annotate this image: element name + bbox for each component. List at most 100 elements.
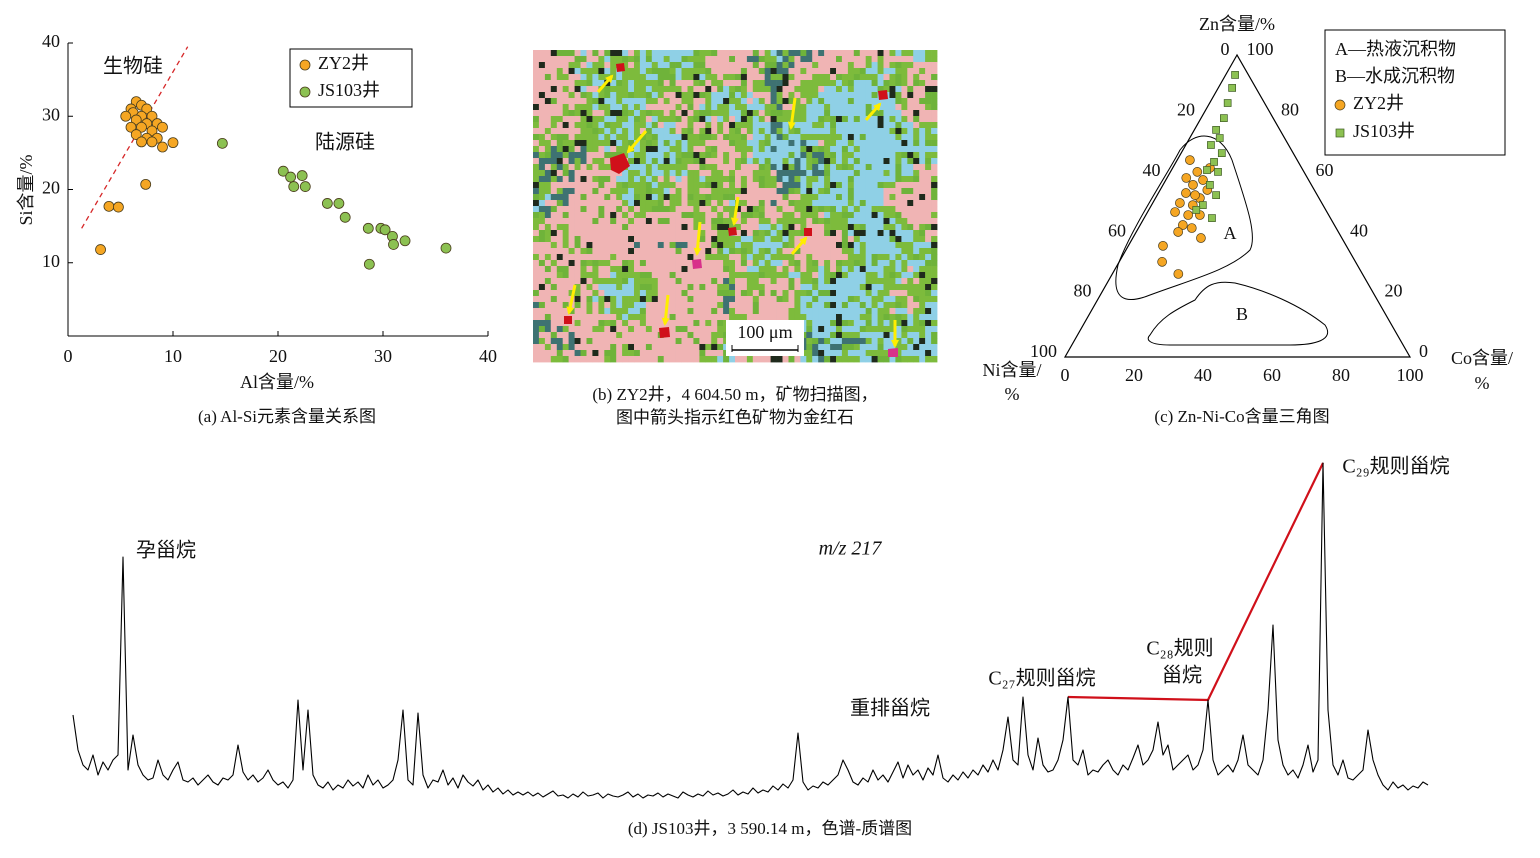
mineral-cell [859,188,867,195]
mineral-cell [538,224,546,231]
mineral-cell [550,152,558,159]
mineral-cell [830,236,837,243]
mineral-cell [847,296,855,303]
mineral-cell [550,314,558,321]
mineral-cell [907,338,914,345]
mineral-cell [562,230,569,237]
mineral-cell [705,308,712,315]
mineral-cell [853,170,861,177]
mineral-cell [681,260,688,267]
mineral-cell [550,116,558,123]
mineral-cell [592,266,599,273]
mineral-cell [681,212,688,219]
mineral-cell [723,86,730,93]
mineral-cell [538,122,546,129]
mineral-cell [592,86,599,93]
mineral-cell [586,134,593,141]
mineral-cell [693,338,700,345]
mineral-cell [651,176,659,183]
mineral-cell [628,302,635,309]
mineral-cell [634,278,641,285]
mineral-cell [651,350,659,357]
mineral-cell [622,176,629,183]
mineral-cell [836,236,843,243]
mineral-cell [847,266,855,273]
mineral-cell [645,74,653,81]
mineral-cell [538,230,546,237]
mineral-cell [693,284,700,291]
data-point [1223,99,1232,107]
mineral-cell [628,338,635,345]
mineral-cell [610,242,617,249]
mineral-cell [634,68,641,75]
mineral-cell [877,164,884,171]
mineral-cell [723,236,730,243]
mineral-cell [657,176,665,183]
mineral-cell [681,278,688,285]
mineral-cell [770,248,777,255]
mineral-cell [574,218,581,225]
mineral-cell [699,104,706,111]
mineral-cell [610,152,617,159]
mineral-cell [622,266,629,273]
mineral-cell [746,116,754,123]
mineral-cell [770,146,777,153]
mineral-cell [824,230,831,237]
mineral-cell [877,308,884,315]
mineral-cell [770,224,777,231]
mineral-cell [818,266,825,273]
mineral-cell [598,350,605,357]
mineral-cell [794,116,801,123]
mineral-cell [901,242,908,249]
mineral-cell [913,104,920,111]
mineral-cell [764,170,771,177]
mineral-cell [931,176,938,183]
mineral-cell [538,68,546,75]
mineral-cell [616,128,623,135]
mineral-cell [663,230,670,237]
mineral-cell [645,212,653,219]
mineral-cell [717,218,724,225]
mineral-cell [645,272,653,279]
mineral-cell [651,314,659,321]
mineral-cell [657,128,665,135]
mineral-cell [592,278,599,285]
mineral-cell [663,338,670,345]
mineral-cell [770,92,777,99]
mineral-cell [729,272,736,279]
mineral-cell [675,212,682,219]
annotation: 重排甾烷 [850,697,930,720]
mineral-cell [657,122,665,129]
mineral-cell [853,242,861,249]
mineral-cell [925,68,932,75]
mineral-cell [830,194,837,201]
mineral-cell [800,302,807,309]
mineral-cell [907,290,914,297]
mineral-cell [574,278,581,285]
mineral-cell [764,188,771,195]
mineral-cell [806,122,813,129]
mineral-cell [639,50,647,57]
mineral-cell [705,338,712,345]
mineral-cell [639,224,647,231]
mineral-cell [865,104,872,111]
mineral-cell [895,272,902,279]
mineral-cell [639,140,647,147]
mineral-cell [699,320,706,327]
mineral-cell [687,344,694,351]
mineral-cell [538,332,546,339]
mineral-cell [657,68,665,75]
mineral-cell [889,326,896,333]
mineral-cell [533,326,540,333]
mineral-cell [675,224,682,231]
mineral-cell [907,212,914,219]
mineral-cell [895,206,902,213]
mineral-cell [895,134,902,141]
mineral-cell [675,302,682,309]
mineral-cell [663,104,670,111]
mineral-cell [877,128,884,135]
mineral-cell [782,248,789,255]
mineral-cell [705,140,712,147]
mineral-cell [568,206,575,213]
panel-b [533,50,938,363]
